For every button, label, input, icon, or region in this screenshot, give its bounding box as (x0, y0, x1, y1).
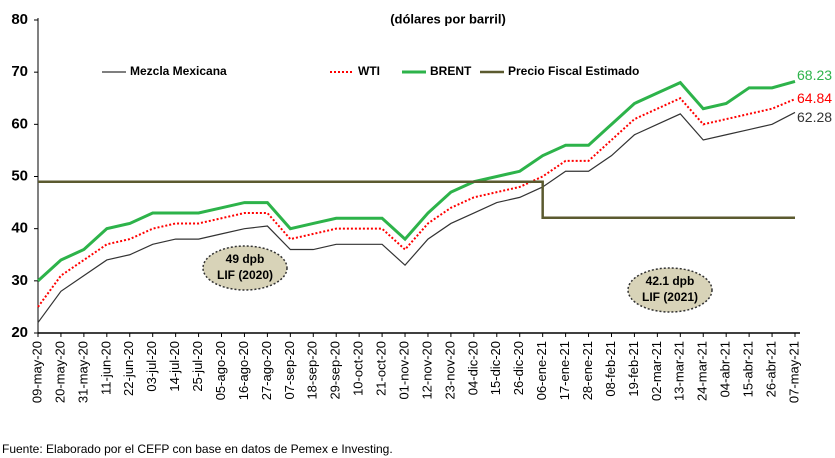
x-tick-label: 02-mar-21 (649, 341, 664, 401)
x-tick-label: 01-nov-20 (396, 341, 411, 400)
legend-label: Precio Fiscal Estimado (508, 64, 639, 78)
x-tick-label: 29-sep-20 (328, 341, 343, 400)
y-tick-label: 70 (11, 63, 28, 80)
end-value-label: 68.23 (797, 67, 832, 83)
x-tick-label: 25-jul-20 (190, 341, 205, 392)
annotation-text: 49 dpb (226, 252, 265, 266)
x-tick-label: 20-may-20 (52, 341, 67, 403)
end-value-label: 62.28 (797, 109, 832, 125)
y-tick-label: 20 (11, 324, 28, 341)
x-tick-label: 08-feb-21 (603, 341, 618, 397)
annotation-text: LIF (2021) (642, 290, 698, 304)
series-line (38, 180, 795, 219)
annotation-text: 42.1 dpb (646, 274, 695, 288)
x-tick-label: 15-abr-21 (741, 341, 756, 397)
x-tick-label: 17-ene-21 (557, 341, 572, 400)
legend-label: WTI (358, 64, 380, 78)
x-tick-label: 24-mar-21 (695, 341, 710, 401)
x-tick-label: 27-ago-20 (259, 341, 274, 400)
x-tick-label: 15-dic-20 (488, 341, 503, 395)
legend-label: Mezcla Mexicana (130, 64, 227, 78)
source-note: Fuente: Elaborado por el CEFP con base e… (2, 442, 393, 456)
x-tick-label: 13-mar-21 (672, 341, 687, 401)
x-tick-label: 07-sep-20 (282, 341, 297, 400)
x-tick-label: 26-dic-20 (511, 341, 526, 395)
x-tick-label: 16-ago-20 (236, 341, 251, 400)
annotation-bubble (627, 267, 713, 313)
end-value-label: 64.84 (797, 90, 832, 106)
y-tick-label: 50 (11, 167, 28, 184)
x-tick-label: 04-dic-20 (465, 341, 480, 395)
series-line (36, 79, 796, 282)
x-tick-label: 05-ago-20 (213, 341, 228, 400)
y-tick-label: 60 (11, 115, 28, 132)
chart-subtitle: (dólares por barril) (390, 11, 506, 26)
x-tick-label: 18-sep-20 (305, 341, 320, 400)
x-tick-label: 28-ene-21 (580, 341, 595, 400)
x-tick-label: 19-feb-21 (626, 341, 641, 397)
series-line (37, 111, 796, 323)
legend-label: BRENT (430, 64, 472, 78)
annotation-bubble (202, 245, 288, 291)
x-tick-label: 04-abr-21 (718, 341, 733, 397)
annotation-text: LIF (2020) (217, 268, 273, 282)
x-tick-label: 26-abr-21 (763, 341, 778, 397)
x-tick-label: 12-nov-20 (419, 341, 434, 400)
x-tick-label: 06-ene-21 (534, 341, 549, 400)
x-tick-label: 07-may-21 (786, 341, 801, 403)
x-tick-label: 03-jul-20 (144, 341, 159, 392)
x-tick-label: 11-jun-20 (98, 341, 113, 395)
x-tick-label: 14-jul-20 (167, 341, 182, 392)
x-tick-label: 22-jun-20 (121, 341, 136, 396)
y-tick-label: 30 (11, 272, 28, 289)
x-tick-label: 23-nov-20 (442, 341, 457, 400)
y-tick-label: 80 (11, 11, 28, 28)
x-tick-label: 09-may-20 (29, 341, 44, 403)
series-line (37, 97, 796, 308)
x-tick-label: 31-may-20 (75, 341, 90, 403)
x-tick-label: 21-oct-20 (374, 341, 389, 396)
y-tick-label: 40 (11, 220, 28, 237)
x-tick-label: 10-oct-20 (351, 341, 366, 396)
